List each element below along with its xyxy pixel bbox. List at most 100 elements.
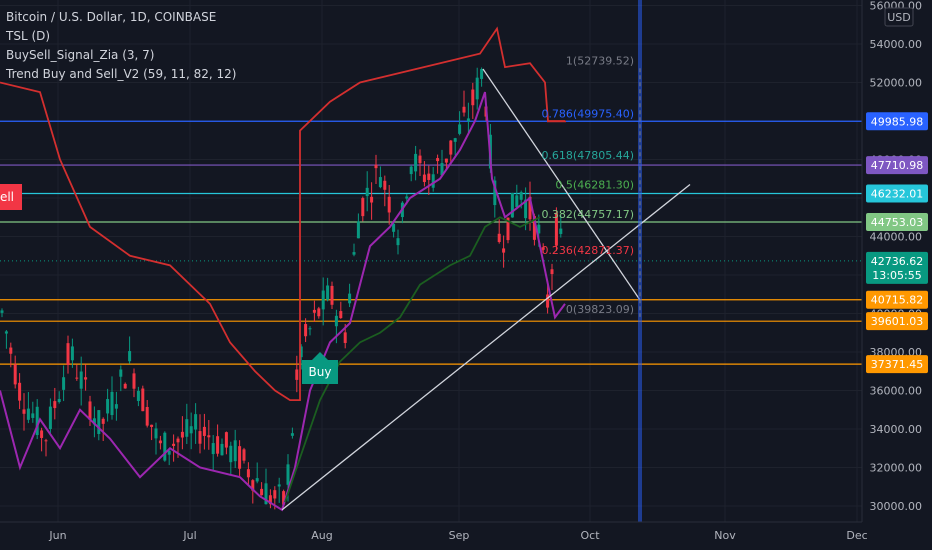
candle-body bbox=[330, 285, 334, 305]
time-axis[interactable]: Jun Jul Aug Sep Oct Nov Dec bbox=[0, 521, 868, 542]
candle-body bbox=[246, 469, 250, 478]
candles bbox=[0, 67, 563, 510]
candle-body bbox=[216, 436, 220, 454]
candle-body bbox=[194, 414, 198, 430]
candle-body bbox=[510, 193, 514, 218]
candle-body bbox=[106, 399, 110, 414]
candle-body bbox=[462, 106, 466, 113]
candle-body bbox=[26, 408, 30, 420]
candle-body bbox=[84, 377, 88, 380]
fib-level-label: 0(39823.09) bbox=[566, 303, 634, 316]
candle-body bbox=[515, 195, 519, 208]
candle-body bbox=[251, 480, 255, 491]
candle-body bbox=[312, 309, 316, 313]
candle-body bbox=[114, 404, 118, 409]
price-tick-label: 54000.00 bbox=[870, 38, 923, 51]
candle-body bbox=[466, 118, 470, 122]
candle-body bbox=[48, 406, 52, 429]
price-tick-label: 34000.00 bbox=[870, 423, 923, 436]
candle-body bbox=[92, 418, 96, 425]
chart-title: Bitcoin / U.S. Dollar, 1D, COINBASE bbox=[6, 10, 217, 24]
candle-body bbox=[264, 483, 268, 505]
candle-body bbox=[198, 431, 202, 444]
candle-body bbox=[506, 217, 510, 241]
price-tag-box bbox=[866, 184, 928, 203]
candle-body bbox=[66, 343, 70, 365]
signal-line bbox=[0, 91, 566, 512]
candle-body bbox=[110, 391, 114, 416]
price-axis[interactable]: 30000.0032000.0034000.0036000.0038000.00… bbox=[861, 0, 932, 550]
time-tick-label: Nov bbox=[714, 529, 736, 542]
candle-body bbox=[458, 124, 462, 134]
price-tag-value: 49985.98 bbox=[871, 115, 924, 128]
candle-body bbox=[356, 221, 360, 239]
price-tag-value: 42736.62 bbox=[871, 255, 924, 268]
buy-signal-label: Buy bbox=[309, 365, 332, 379]
fib-level-label: 0.236(42871.37) bbox=[541, 244, 634, 257]
candle-body bbox=[158, 440, 162, 444]
candle-body bbox=[189, 426, 193, 434]
candle-body bbox=[286, 464, 290, 485]
candle-body bbox=[308, 328, 312, 330]
buy-signal-box bbox=[302, 352, 338, 384]
time-tick-label: Jun bbox=[48, 529, 66, 542]
indicator-tsl[interactable]: TSL (D) bbox=[6, 29, 51, 43]
price-tag-value: 39601.03 bbox=[871, 315, 924, 328]
candle-body bbox=[70, 346, 74, 361]
candle-body bbox=[53, 401, 57, 409]
candle-body bbox=[370, 196, 374, 203]
candle-body bbox=[119, 369, 123, 377]
candle-body bbox=[290, 433, 294, 436]
price-tag-value: 46232.01 bbox=[871, 188, 924, 201]
candle-body bbox=[304, 324, 308, 337]
candle-body bbox=[449, 140, 453, 155]
candle-body bbox=[255, 478, 259, 482]
fib-retracement: 1(52739.52) 0.786(49975.40) 0.618(47805.44… bbox=[541, 54, 634, 316]
time-tick-label: Jul bbox=[182, 529, 196, 542]
price-tag-box bbox=[866, 156, 928, 175]
candle-body bbox=[0, 310, 4, 313]
fib-level-label: 0.618(47805.44) bbox=[541, 149, 634, 162]
candle-body bbox=[101, 418, 105, 424]
candle-body bbox=[75, 377, 79, 379]
candle-body bbox=[546, 294, 550, 308]
price-tag-value: 47710.98 bbox=[871, 159, 924, 172]
candle-body bbox=[550, 269, 554, 275]
candle-body bbox=[378, 177, 382, 188]
candle-body bbox=[374, 164, 378, 169]
candle-body bbox=[145, 406, 149, 426]
candle-body bbox=[132, 373, 136, 389]
price-tick-label: 30000.00 bbox=[870, 500, 923, 513]
candle-body bbox=[427, 173, 431, 180]
time-tick-label: Oct bbox=[580, 529, 600, 542]
candle-body bbox=[136, 390, 140, 401]
candle-body bbox=[475, 77, 479, 100]
candle-body bbox=[422, 174, 426, 182]
price-tag-box bbox=[866, 290, 928, 309]
indicator-trend[interactable]: Trend Buy and Sell_V2 (59, 11, 82, 12) bbox=[6, 67, 237, 81]
candle-body bbox=[180, 431, 184, 438]
candle-body bbox=[409, 166, 413, 175]
currency-box bbox=[884, 7, 914, 27]
candle-body bbox=[554, 212, 558, 246]
candle-body bbox=[141, 388, 145, 412]
candle-body bbox=[361, 198, 365, 217]
resistance-trendline bbox=[482, 68, 641, 301]
candle-body bbox=[185, 419, 189, 437]
candle-body bbox=[4, 331, 8, 334]
candle-body bbox=[317, 308, 321, 317]
candle-body bbox=[453, 138, 457, 142]
candle-body bbox=[387, 196, 391, 213]
price-tag-box bbox=[866, 355, 928, 374]
candle-body bbox=[334, 315, 338, 327]
price-tag-box bbox=[866, 112, 928, 131]
price-tag-value: 37371.45 bbox=[871, 358, 924, 371]
indicator-lines bbox=[0, 26, 566, 512]
candle-body bbox=[321, 290, 325, 310]
indicator-buysell[interactable]: BuySell_Signal_Zia (3, 7) bbox=[6, 48, 155, 62]
candle-body bbox=[295, 369, 299, 380]
candle-body bbox=[150, 424, 154, 427]
candle-body bbox=[88, 401, 92, 420]
candle-body bbox=[123, 383, 127, 389]
